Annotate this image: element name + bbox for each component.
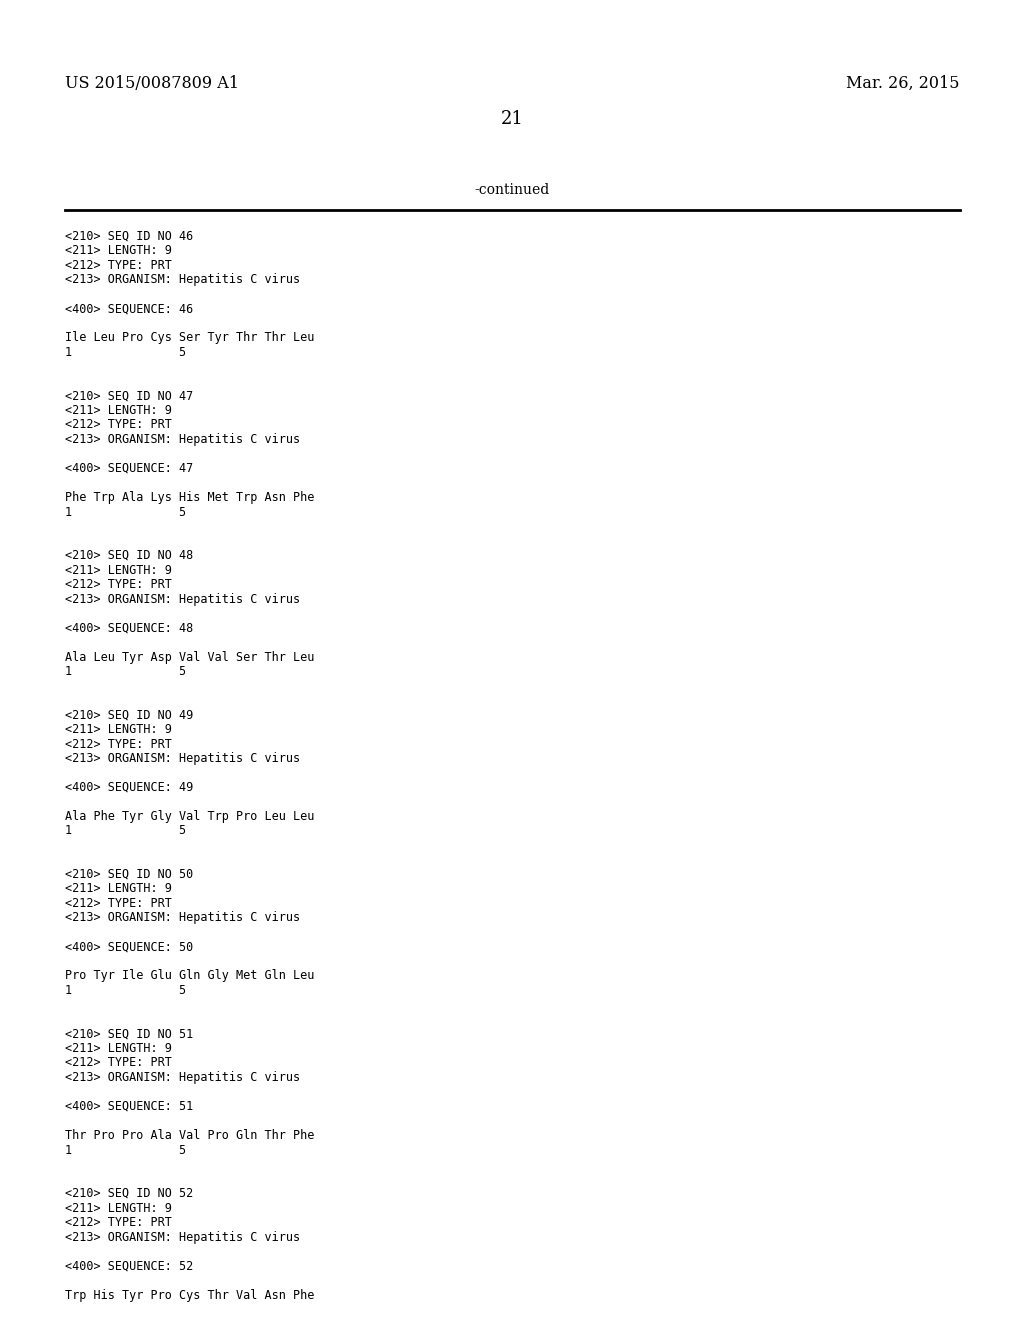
Text: <400> SEQUENCE: 51: <400> SEQUENCE: 51 (65, 1100, 194, 1113)
Text: 1               5: 1 5 (65, 1143, 186, 1156)
Text: 1               5: 1 5 (65, 506, 186, 519)
Text: <212> TYPE: PRT: <212> TYPE: PRT (65, 259, 172, 272)
Text: <213> ORGANISM: Hepatitis C virus: <213> ORGANISM: Hepatitis C virus (65, 752, 300, 766)
Text: <211> LENGTH: 9: <211> LENGTH: 9 (65, 1041, 172, 1055)
Text: US 2015/0087809 A1: US 2015/0087809 A1 (65, 75, 239, 92)
Text: Thr Pro Pro Ala Val Pro Gln Thr Phe: Thr Pro Pro Ala Val Pro Gln Thr Phe (65, 1129, 314, 1142)
Text: Mar. 26, 2015: Mar. 26, 2015 (847, 75, 961, 92)
Text: <400> SEQUENCE: 46: <400> SEQUENCE: 46 (65, 302, 194, 315)
Text: Ile Leu Pro Cys Ser Tyr Thr Thr Leu: Ile Leu Pro Cys Ser Tyr Thr Thr Leu (65, 331, 314, 345)
Text: <400> SEQUENCE: 50: <400> SEQUENCE: 50 (65, 940, 194, 953)
Text: <211> LENGTH: 9: <211> LENGTH: 9 (65, 1201, 172, 1214)
Text: Ala Phe Tyr Gly Val Trp Pro Leu Leu: Ala Phe Tyr Gly Val Trp Pro Leu Leu (65, 810, 314, 822)
Text: <210> SEQ ID NO 47: <210> SEQ ID NO 47 (65, 389, 194, 403)
Text: <212> TYPE: PRT: <212> TYPE: PRT (65, 418, 172, 432)
Text: <210> SEQ ID NO 52: <210> SEQ ID NO 52 (65, 1187, 194, 1200)
Text: <212> TYPE: PRT: <212> TYPE: PRT (65, 738, 172, 751)
Text: <213> ORGANISM: Hepatitis C virus: <213> ORGANISM: Hepatitis C virus (65, 433, 300, 446)
Text: <212> TYPE: PRT: <212> TYPE: PRT (65, 1056, 172, 1069)
Text: <212> TYPE: PRT: <212> TYPE: PRT (65, 578, 172, 591)
Text: <211> LENGTH: 9: <211> LENGTH: 9 (65, 723, 172, 737)
Text: 1               5: 1 5 (65, 825, 186, 837)
Text: -continued: -continued (474, 183, 550, 197)
Text: <400> SEQUENCE: 52: <400> SEQUENCE: 52 (65, 1259, 194, 1272)
Text: <211> LENGTH: 9: <211> LENGTH: 9 (65, 244, 172, 257)
Text: <400> SEQUENCE: 48: <400> SEQUENCE: 48 (65, 622, 194, 635)
Text: <210> SEQ ID NO 49: <210> SEQ ID NO 49 (65, 709, 194, 722)
Text: Trp His Tyr Pro Cys Thr Val Asn Phe: Trp His Tyr Pro Cys Thr Val Asn Phe (65, 1288, 314, 1302)
Text: <210> SEQ ID NO 46: <210> SEQ ID NO 46 (65, 230, 194, 243)
Text: <212> TYPE: PRT: <212> TYPE: PRT (65, 898, 172, 909)
Text: 21: 21 (501, 110, 523, 128)
Text: <400> SEQUENCE: 47: <400> SEQUENCE: 47 (65, 462, 194, 475)
Text: <212> TYPE: PRT: <212> TYPE: PRT (65, 1216, 172, 1229)
Text: <211> LENGTH: 9: <211> LENGTH: 9 (65, 883, 172, 895)
Text: <213> ORGANISM: Hepatitis C virus: <213> ORGANISM: Hepatitis C virus (65, 912, 300, 924)
Text: <211> LENGTH: 9: <211> LENGTH: 9 (65, 404, 172, 417)
Text: <213> ORGANISM: Hepatitis C virus: <213> ORGANISM: Hepatitis C virus (65, 593, 300, 606)
Text: <210> SEQ ID NO 50: <210> SEQ ID NO 50 (65, 869, 194, 880)
Text: <210> SEQ ID NO 48: <210> SEQ ID NO 48 (65, 549, 194, 562)
Text: <211> LENGTH: 9: <211> LENGTH: 9 (65, 564, 172, 577)
Text: 1               5: 1 5 (65, 665, 186, 678)
Text: <210> SEQ ID NO 51: <210> SEQ ID NO 51 (65, 1027, 194, 1040)
Text: <400> SEQUENCE: 49: <400> SEQUENCE: 49 (65, 781, 194, 795)
Text: Ala Leu Tyr Asp Val Val Ser Thr Leu: Ala Leu Tyr Asp Val Val Ser Thr Leu (65, 651, 314, 664)
Text: <213> ORGANISM: Hepatitis C virus: <213> ORGANISM: Hepatitis C virus (65, 273, 300, 286)
Text: Pro Tyr Ile Glu Gln Gly Met Gln Leu: Pro Tyr Ile Glu Gln Gly Met Gln Leu (65, 969, 314, 982)
Text: <213> ORGANISM: Hepatitis C virus: <213> ORGANISM: Hepatitis C virus (65, 1071, 300, 1084)
Text: Phe Trp Ala Lys His Met Trp Asn Phe: Phe Trp Ala Lys His Met Trp Asn Phe (65, 491, 314, 504)
Text: 1               5: 1 5 (65, 983, 186, 997)
Text: <213> ORGANISM: Hepatitis C virus: <213> ORGANISM: Hepatitis C virus (65, 1230, 300, 1243)
Text: 1               5: 1 5 (65, 346, 186, 359)
